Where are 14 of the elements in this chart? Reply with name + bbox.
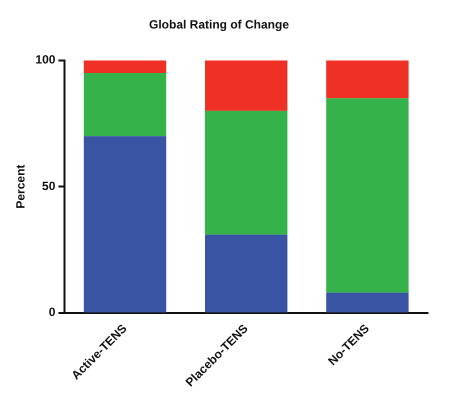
bar bbox=[205, 234, 288, 312]
y-tick-label: 0 bbox=[48, 305, 56, 320]
bar bbox=[84, 60, 166, 74]
y-tick-label: 100 bbox=[35, 52, 56, 67]
bar bbox=[205, 110, 288, 235]
bar bbox=[84, 73, 166, 136]
chart-title: Global Rating of Change bbox=[149, 18, 290, 32]
bar bbox=[326, 98, 409, 293]
y-tick-label: 50 bbox=[42, 178, 56, 193]
y-axis-title: Percent bbox=[14, 164, 28, 209]
bar bbox=[205, 60, 288, 111]
bar bbox=[326, 292, 409, 312]
bar bbox=[84, 136, 166, 312]
bar bbox=[326, 60, 409, 98]
